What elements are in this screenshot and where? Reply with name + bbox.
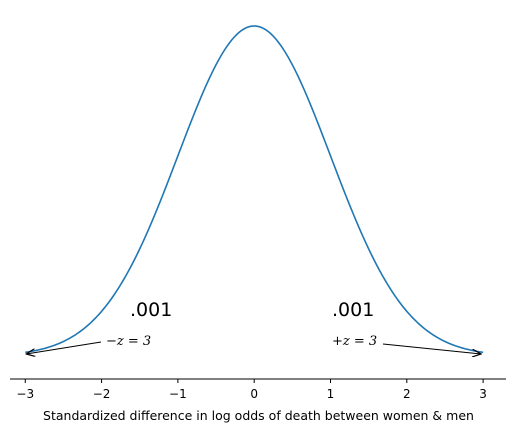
right-arrow — [382, 343, 481, 354]
x-axis-ticks: −3 −2 −1 0 1 2 3 — [16, 379, 487, 401]
x-axis-label: Standardized difference in log odds of d… — [43, 408, 474, 423]
right-z-label: +z = 3 — [332, 334, 377, 349]
left-tail-probability-label: .001 — [130, 299, 172, 321]
x-tick-label: 3 — [479, 387, 487, 401]
right-tail-probability-label: .001 — [332, 299, 374, 321]
x-tick-label: 2 — [403, 387, 411, 401]
plot-area — [25, 25, 484, 354]
x-tick-label: 1 — [327, 387, 335, 401]
left-z-label: −z = 3 — [106, 334, 151, 349]
x-tick-label: 0 — [250, 387, 258, 401]
x-tick-label: −3 — [16, 387, 34, 401]
left-arrow — [26, 341, 102, 354]
normal-curve-line — [25, 25, 484, 354]
annotations: .001 −z = 3 .001 +z = 3 — [26, 299, 481, 354]
x-tick-label: −1 — [169, 387, 187, 401]
x-tick-label: −2 — [93, 387, 111, 401]
